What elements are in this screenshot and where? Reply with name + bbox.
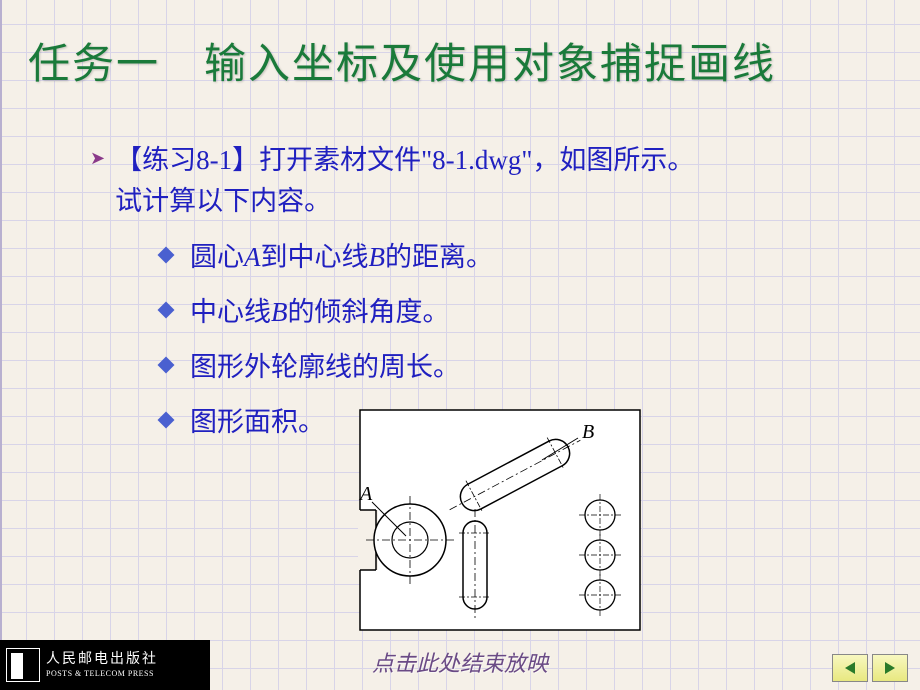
diamond-bullet-icon	[158, 411, 175, 428]
prev-button[interactable]	[832, 654, 868, 682]
item-text: 中心线B的倾斜角度。	[190, 290, 450, 329]
arrow-left-icon	[841, 660, 859, 676]
publisher-text: 人民邮电出版社 POSTS & TELECOM PRESS	[46, 652, 158, 678]
list-item: 中心线B的倾斜角度。	[160, 290, 880, 329]
arrow-right-icon	[881, 660, 899, 676]
nav-buttons	[832, 654, 908, 682]
next-button[interactable]	[872, 654, 908, 682]
diagram-label-b: B	[582, 421, 594, 443]
intro-row: ➤ 【练习8-1】打开素材文件"8-1.dwg"，如图所示。 试计算以下内容。	[90, 140, 880, 221]
diamond-bullet-icon	[158, 301, 175, 318]
end-slideshow-link[interactable]: 点击此处结束放映	[372, 646, 548, 678]
publisher-cn: 人民邮电出版社	[46, 652, 158, 669]
intro-text: 【练习8-1】打开素材文件"8-1.dwg"，如图所示。 试计算以下内容。	[115, 140, 694, 221]
intro-part2: 试计算以下内容。	[115, 186, 331, 216]
publisher-logo-icon	[6, 648, 40, 682]
item-text: 圆心A到中心线B的距离。	[190, 235, 493, 274]
list-item: 图形外轮廓线的周长。	[160, 345, 880, 384]
exercise-label: 【练习8-1】	[115, 145, 259, 175]
item-text: 图形外轮廓线的周长。	[190, 345, 460, 384]
intro-part1: 打开素材文件"8-1.dwg"，如图所示。	[259, 145, 694, 175]
list-item: 圆心A到中心线B的距离。	[160, 235, 880, 274]
diamond-bullet-icon	[158, 246, 175, 263]
technical-diagram: A B	[320, 390, 660, 650]
page-title: 任务一 输入坐标及使用对象捕捉画线	[28, 30, 776, 91]
arrow-bullet-icon: ➤	[90, 148, 105, 169]
diamond-bullet-icon	[158, 356, 175, 373]
item-text: 图形面积。	[190, 400, 325, 439]
publisher-en: POSTS & TELECOM PRESS	[46, 669, 158, 679]
publisher-badge: 人民邮电出版社 POSTS & TELECOM PRESS	[0, 640, 210, 690]
diagram-label-a: A	[358, 483, 373, 505]
